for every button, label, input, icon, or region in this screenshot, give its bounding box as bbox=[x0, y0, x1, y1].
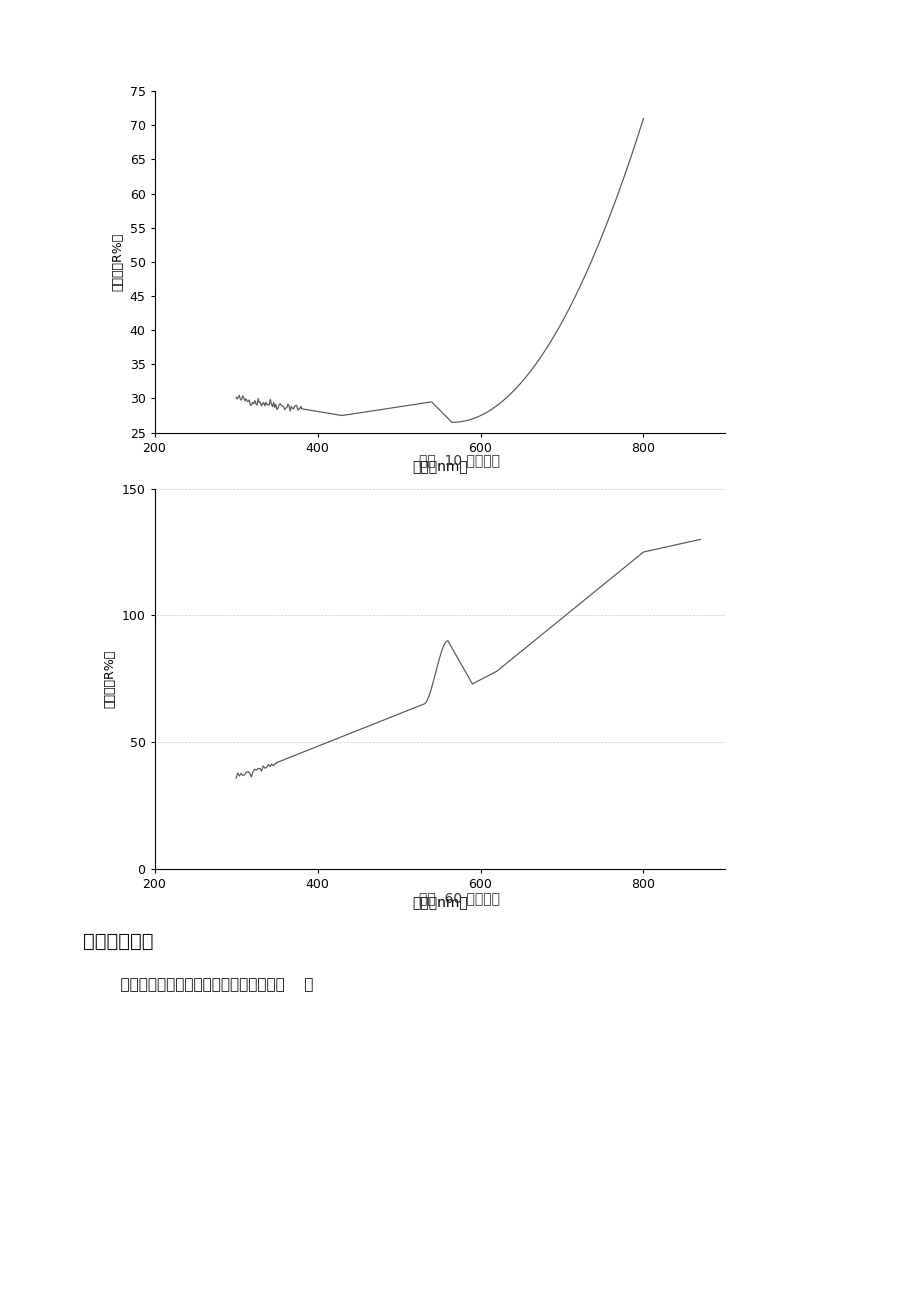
X-axis label: 波长（nm）: 波长（nm） bbox=[412, 896, 467, 911]
Text: 六、实验结论: 六、实验结论 bbox=[83, 932, 153, 951]
Text: 电镀  60 秒的薄膜: 电镀 60 秒的薄膜 bbox=[419, 891, 500, 906]
Y-axis label: 反射率（R%）: 反射率（R%） bbox=[111, 233, 124, 291]
X-axis label: 波长（nm）: 波长（nm） bbox=[412, 460, 467, 474]
Y-axis label: 反射率（R%）: 反射率（R%） bbox=[103, 650, 116, 708]
Text: 电镀  10 秒的薄膜: 电镀 10 秒的薄膜 bbox=[419, 453, 500, 468]
Text: 从上面两幅波长与反射率的关系可以看出    ：: 从上面两幅波长与反射率的关系可以看出 ： bbox=[101, 977, 313, 993]
